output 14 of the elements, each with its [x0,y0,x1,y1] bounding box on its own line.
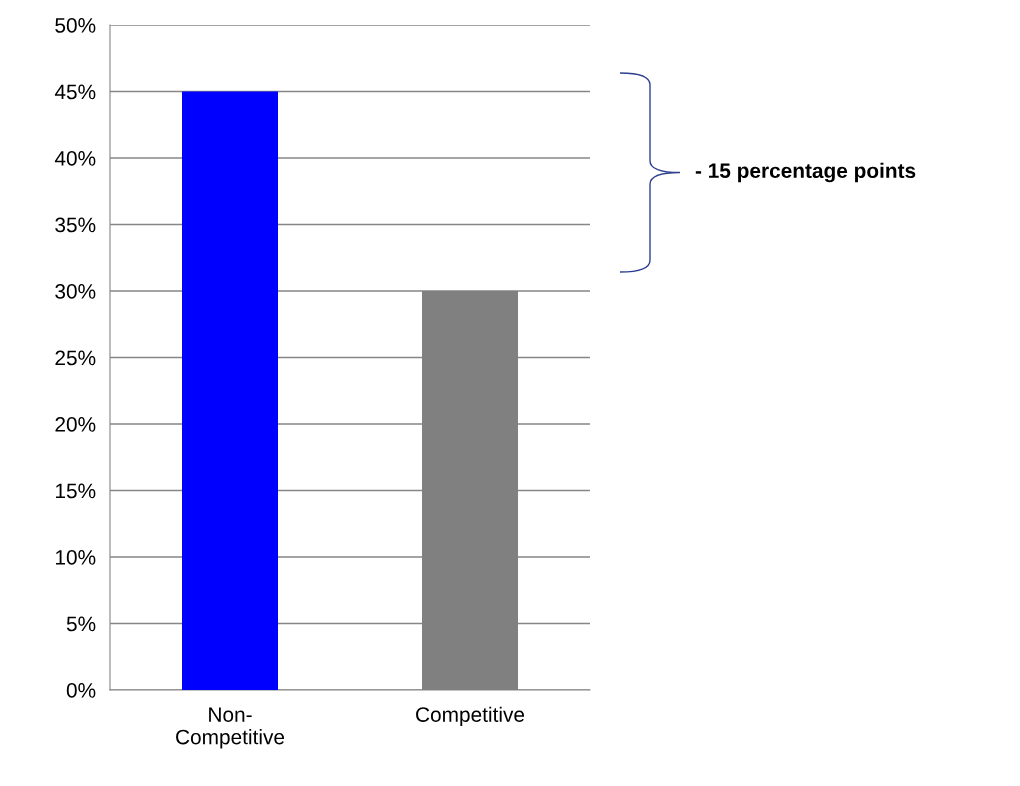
y-tick-label: 35% [55,217,96,233]
y-tick-label: 50% [55,18,96,33]
y-tick-label: 0% [66,683,96,698]
y-tick-label: 40% [54,151,96,166]
y-tick-label: 20% [55,417,96,432]
y-tick-label: 15% [56,483,96,499]
y-tick-label: 30% [55,284,96,299]
x-tick-label: Competitive [416,706,525,727]
y-tick-label: 25% [55,350,96,366]
y-tick-label: 5% [66,616,96,632]
x-tick-label: Non- Competitive [176,707,285,749]
text: - 15 percentage points [695,162,916,183]
y-tick-label: 10% [56,550,96,565]
y-tick-label: 45% [54,84,96,100]
